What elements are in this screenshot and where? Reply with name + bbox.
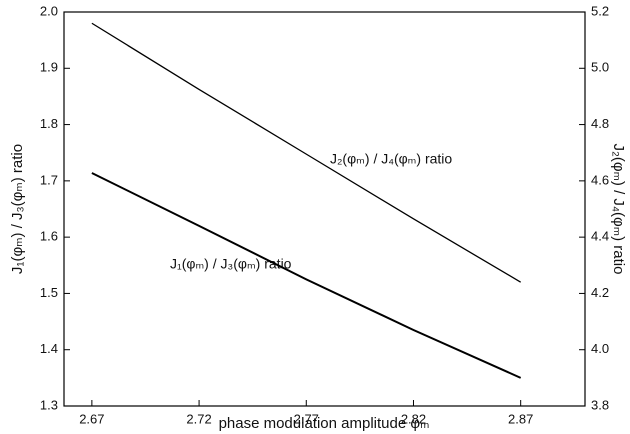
y2-tick-label: 4.2 [591,285,609,300]
y-tick-label: 1.7 [40,172,58,187]
y2-axis-label: J₂(φₘ) / J₄(φₘ) ratio [610,144,627,275]
x-axis-label: phase modulation amplitude φₘ [219,415,430,432]
y-tick-label: 1.8 [40,116,58,131]
y2-tick-label: 5.0 [591,60,609,75]
x-tick-label: 2.82 [401,411,426,426]
y2-tick-label: 5.2 [591,3,609,18]
y-tick-label: 1.4 [40,341,58,356]
y-tick-label: 1.3 [40,397,58,412]
y2-tick-label: 3.8 [591,397,609,412]
y-tick-label: 1.5 [40,285,58,300]
x-tick-label: 2.87 [508,411,533,426]
line [91,22,522,283]
x-tick-label: 2.67 [79,411,104,426]
y2-tick-label: 4.4 [591,229,609,244]
y-axis-label: J₁(φₘ) / J₃(φₘ) ratio [9,144,26,274]
line [91,172,522,379]
y-tick-label: 1.6 [40,229,58,244]
plot-frame [63,11,586,407]
x-tick-label: 2.77 [294,411,319,426]
y-tick-label: 2.0 [40,3,58,18]
series-label: J₁(φₘ) / J₃(φₘ) ratio [170,256,292,272]
y2-tick-label: 4.8 [591,116,609,131]
y2-tick-label: 4.6 [591,172,609,187]
y2-tick-label: 4.0 [591,341,609,356]
y-tick-label: 1.9 [40,60,58,75]
series-label: J₂(φₘ) / J₄(φₘ) ratio [330,151,452,167]
x-tick-label: 2.72 [186,411,211,426]
